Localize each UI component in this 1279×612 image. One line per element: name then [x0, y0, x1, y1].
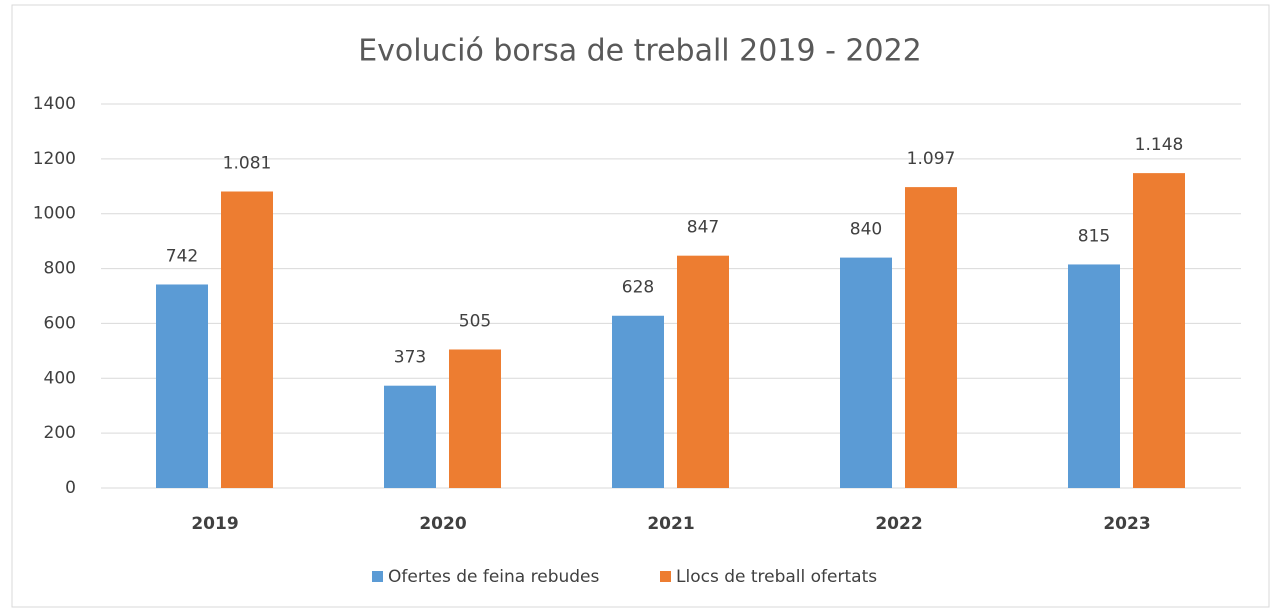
- y-tick-label: 1000: [33, 204, 76, 224]
- data-label: 815: [1078, 226, 1110, 246]
- y-tick-label: 800: [44, 259, 76, 279]
- data-label: 1.148: [1135, 135, 1184, 155]
- y-tick-label: 1200: [33, 149, 76, 169]
- y-tick-label: 0: [65, 478, 76, 498]
- legend-swatch: [660, 571, 671, 582]
- bar: [449, 349, 501, 488]
- y-tick-label: 1400: [33, 94, 76, 114]
- legend-label: Llocs de treball ofertats: [676, 567, 877, 587]
- data-label: 1.081: [223, 153, 272, 173]
- legend-label: Ofertes de feina rebudes: [388, 567, 600, 587]
- chart-title: Evolució borsa de treball 2019 - 2022: [358, 34, 922, 69]
- x-tick-label: 2021: [647, 514, 694, 534]
- y-tick-label: 200: [44, 423, 76, 443]
- data-label: 840: [850, 220, 882, 240]
- x-tick-label: 2023: [1103, 514, 1150, 534]
- data-label: 373: [394, 348, 426, 368]
- y-tick-label: 400: [44, 368, 76, 388]
- bar: [221, 191, 273, 489]
- bar: [840, 257, 892, 488]
- data-label: 742: [166, 246, 198, 266]
- data-label: 628: [622, 278, 654, 298]
- x-tick-label: 2020: [419, 514, 466, 534]
- bar: [156, 284, 208, 488]
- bar: [1068, 264, 1120, 488]
- legend-swatch: [372, 571, 383, 582]
- data-label: 847: [687, 218, 719, 238]
- bar: [677, 255, 729, 488]
- data-label: 1.097: [907, 149, 956, 169]
- bar: [1133, 173, 1185, 488]
- bar: [612, 315, 664, 488]
- x-tick-label: 2019: [191, 514, 238, 534]
- x-tick-label: 2022: [875, 514, 922, 534]
- data-label: 505: [459, 311, 491, 331]
- bar: [384, 385, 436, 488]
- bar: [905, 187, 957, 488]
- y-tick-label: 600: [44, 313, 76, 333]
